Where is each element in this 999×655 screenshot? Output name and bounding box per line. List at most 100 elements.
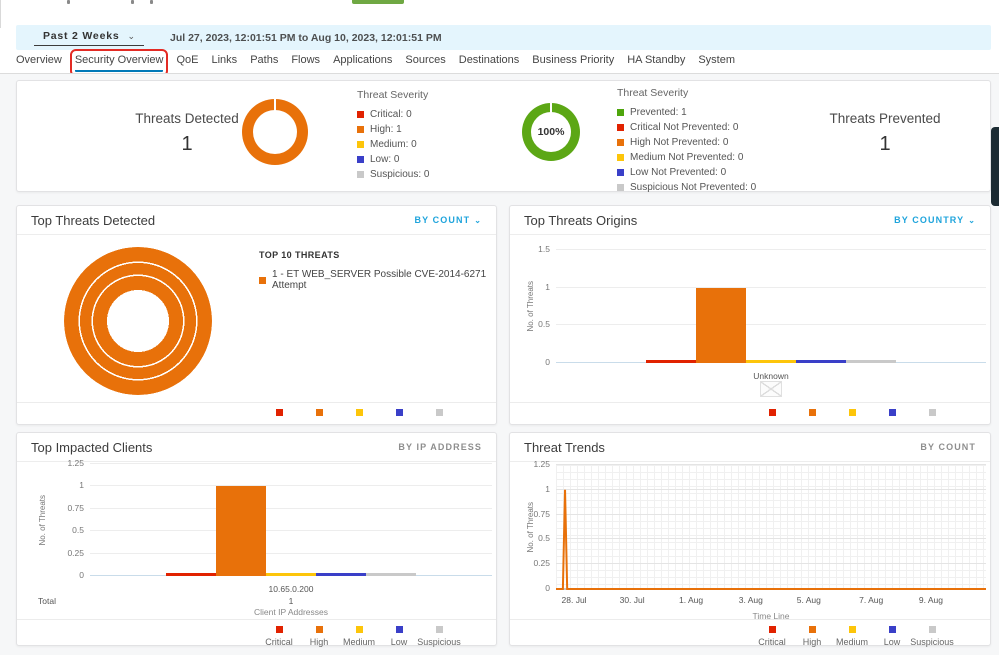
medium-swatch <box>848 409 856 416</box>
legend-label: Prevented: 1 <box>630 107 687 118</box>
ttd-legend-high <box>299 403 339 416</box>
trends-legend-critical: Critical <box>752 620 792 647</box>
medium-swatch <box>848 626 856 633</box>
threats-detected-donut <box>242 98 308 165</box>
origins-bar-high <box>696 288 746 363</box>
legend-swatch <box>357 141 364 148</box>
low-swatch <box>395 626 403 633</box>
ttd-legend-medium <box>339 403 379 416</box>
threat-trends-line-chart: No. of Threats Time Line 0 0.25 0.5 0.75 1 1.… <box>526 459 986 621</box>
tab-links[interactable]: Links <box>211 54 238 66</box>
origins-legend-medium <box>832 403 872 416</box>
threats-prevented-summary: Threats Prevented 1 <box>785 111 985 156</box>
trend-lines <box>556 489 986 590</box>
x-axis-tick: 3. Aug <box>738 595 763 605</box>
tab-paths[interactable]: Paths <box>250 54 279 66</box>
y-axis-tick: 0.75 <box>67 502 84 513</box>
clients-bar-chart: No. of Threats 1 Total Client IP Address… <box>38 458 492 617</box>
tab-ha-standby[interactable]: HA Standby <box>627 54 686 66</box>
tab-flows[interactable]: Flows <box>291 54 321 66</box>
legend-item-critical: Critical: 0 <box>357 109 429 120</box>
tab-system[interactable]: System <box>698 54 735 66</box>
panel-title: Top Impacted Clients <box>31 439 153 455</box>
gridline <box>90 530 492 532</box>
legend-label: Low Not Prevented: 0 <box>630 167 727 178</box>
trends-legend-suspicious: Suspicious <box>910 620 954 647</box>
threat-severity-legend-prevented: Threat Severity Prevented: 1 Critical Not … <box>617 87 756 197</box>
legend-swatch <box>617 139 624 146</box>
tab-business-priority[interactable]: Business Priority <box>532 54 615 66</box>
origins-bar-low <box>796 360 846 363</box>
y-axis-tick: 0.5 <box>538 319 550 330</box>
y-axis-tick: 0.5 <box>538 533 550 544</box>
clients-legend-suspicious: Suspicious <box>417 620 461 647</box>
severity-swatches <box>259 403 459 416</box>
legend-swatch <box>617 169 624 176</box>
legend-title: Threat Severity <box>357 89 429 101</box>
legend-label: Medium <box>835 637 868 647</box>
legend-label: Critical: 0 <box>370 109 412 120</box>
threats-detected-title: Threats Detected <box>135 111 239 126</box>
y-axis-tick: 1 <box>545 281 550 292</box>
x-axis-tick: 5. Aug <box>796 595 821 605</box>
y-axis-tick: 0 <box>545 583 550 593</box>
legend-item-prevented: Prevented: 1 <box>617 107 756 118</box>
filter-label: BY COUNTRY <box>894 215 965 225</box>
low-swatch <box>888 409 896 416</box>
donut-gap <box>550 102 552 116</box>
severity-legend-strip <box>510 402 990 424</box>
y-axis-tick: 0.25 <box>533 558 550 569</box>
date-range-text: Jul 27, 2023, 12:01:51 PM to Aug 10, 202… <box>170 31 442 44</box>
legend-swatch <box>357 126 364 133</box>
legend-label: Critical <box>758 637 786 647</box>
panel-title: Threat Trends <box>524 439 605 455</box>
clients-bar-low <box>316 573 366 576</box>
tab-destinations[interactable]: Destinations <box>458 54 520 66</box>
legend-item-medium: Medium: 0 <box>357 139 429 150</box>
y-axis-tick: 1.5 <box>538 244 550 254</box>
category-total: 1 <box>288 596 294 606</box>
tab-applications[interactable]: Applications <box>333 54 393 66</box>
legend-item-suspicious: Suspicious: 0 <box>357 169 429 180</box>
panel-header: Threat Trends BY COUNT <box>510 433 990 462</box>
legend-label: Suspicious <box>417 637 461 647</box>
medium-swatch <box>355 626 363 633</box>
legend-swatch <box>617 154 624 161</box>
x-axis-tick: 1. Aug <box>678 595 704 605</box>
clients-legend-low: Low <box>379 620 419 647</box>
gridline <box>90 463 492 464</box>
panel-header: Top Impacted Clients BY IP ADDRESS <box>17 433 496 462</box>
tab-sources[interactable]: Sources <box>405 54 446 66</box>
cropped-heading-artifact <box>150 0 153 4</box>
threat-name: 1 - ET WEB_SERVER Possible CVE-2014-6271… <box>272 269 487 291</box>
collapsed-side-tab[interactable] <box>991 127 999 206</box>
threat-legend-item: 1 - ET WEB_SERVER Possible CVE-2014-6271… <box>259 269 496 291</box>
top-impacted-clients-panel: Top Impacted Clients BY IP ADDRESS No. o… <box>16 432 497 647</box>
critical-swatch <box>768 409 776 416</box>
by-count-label: BY COUNT <box>920 442 976 452</box>
total-row-label: Total <box>38 596 56 606</box>
legend-item-low-not-prevented: Low Not Prevented: 0 <box>617 167 756 178</box>
time-range-select[interactable]: Past 2 Weeks ⌄ <box>34 30 144 46</box>
cropped-heading-artifact <box>131 0 134 4</box>
prevented-percentage: 100% <box>537 126 565 138</box>
origins-legend-suspicious <box>912 403 952 416</box>
gridline <box>556 488 986 490</box>
legend-title: Threat Severity <box>617 87 689 99</box>
filter-label: BY IP ADDRESS <box>398 442 482 452</box>
gridline <box>90 485 492 487</box>
legend-label: Critical <box>265 637 293 647</box>
threats-prevented-title: Threats Prevented <box>829 111 941 126</box>
legend-label: High <box>309 637 329 647</box>
gridline <box>556 563 986 565</box>
clients-legend-high: High <box>299 620 339 647</box>
legend-label: Suspicious <box>910 637 954 647</box>
tab-qoe[interactable]: QoE <box>176 54 199 66</box>
x-category-label: Unknown <box>753 371 789 381</box>
filter-label: BY COUNT <box>414 215 471 225</box>
tab-overview[interactable]: Overview <box>16 54 62 66</box>
tab-security-overview[interactable]: Security Overview <box>69 49 169 77</box>
time-range-value: Past 2 Weeks <box>42 29 120 42</box>
by-count-dropdown[interactable]: BY COUNT ⌄ <box>415 215 482 225</box>
by-country-dropdown[interactable]: BY COUNTRY ⌄ <box>894 215 976 225</box>
